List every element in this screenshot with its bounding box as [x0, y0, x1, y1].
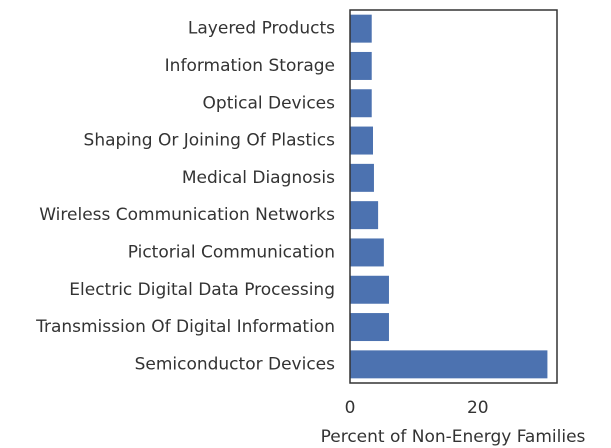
y-tick-label: Shaping Or Joining Of Plastics — [84, 131, 336, 151]
y-tick-label: Layered Products — [188, 19, 335, 39]
y-tick-label: Medical Diagnosis — [182, 168, 335, 188]
y-tick-label: Wireless Communication Networks — [39, 205, 335, 225]
plot-frame — [349, 9, 558, 384]
bar — [350, 275, 389, 304]
bar — [350, 51, 372, 80]
bar — [350, 238, 384, 267]
y-tick-label: Pictorial Communication — [128, 242, 335, 262]
x-tick-label: 20 — [467, 398, 489, 418]
x-tick-label: 0 — [345, 398, 356, 418]
bar — [350, 201, 379, 230]
bar — [350, 89, 372, 118]
y-tick-label: Information Storage — [165, 56, 335, 76]
x-axis-label: Percent of Non-Energy Families — [321, 427, 586, 447]
bar — [350, 350, 548, 379]
bar — [350, 313, 389, 342]
y-tick-label: Optical Devices — [203, 93, 336, 113]
y-tick-label: Semiconductor Devices — [135, 354, 336, 374]
bar — [350, 14, 372, 43]
y-tick-label: Electric Digital Data Processing — [69, 280, 335, 300]
y-tick-label: Transmission Of Digital Information — [35, 317, 335, 337]
bar — [350, 163, 374, 192]
bar — [350, 126, 373, 155]
